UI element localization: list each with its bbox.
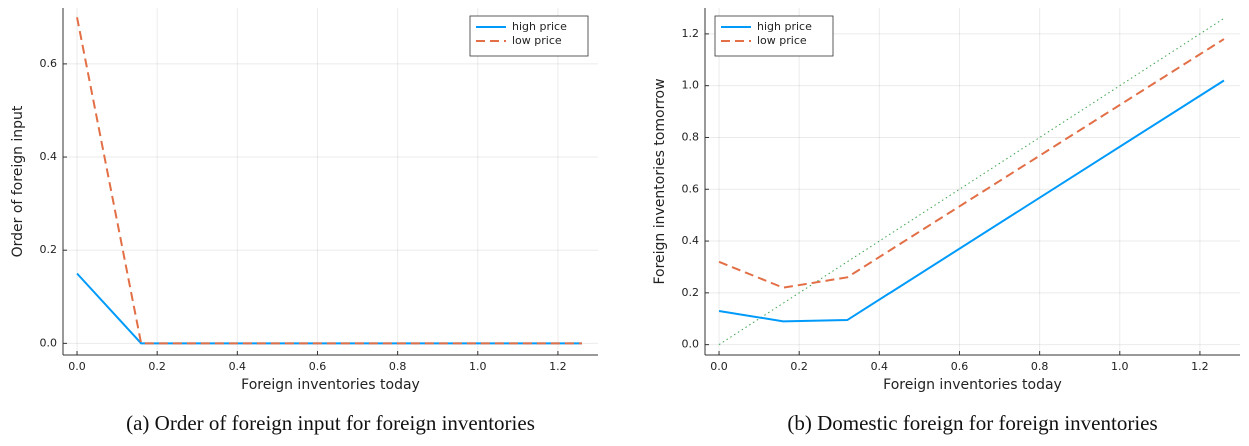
x-tick-label: 0.8	[389, 360, 407, 373]
x-tick-label: 0.4	[229, 360, 247, 373]
legend-label: low price	[757, 34, 807, 47]
y-tick-label: 1.2	[682, 27, 700, 40]
x-tick-label: 1.2	[549, 360, 567, 373]
legend-box	[469, 15, 589, 57]
x-tick-label: 0.2	[148, 360, 166, 373]
reference-line	[718, 17, 1225, 346]
y-tick-label: 0.4	[682, 234, 700, 247]
series-line	[718, 79, 1225, 323]
caption: (a) Order of foreign input for foreign i…	[126, 411, 535, 435]
legend-box	[714, 15, 834, 57]
x-tick-label: 0.6	[309, 360, 327, 373]
x-tick-label: 0.6	[951, 360, 969, 373]
series-line	[76, 272, 582, 345]
y-tick-label: 0.0	[682, 338, 700, 351]
y-tick-label: 0.8	[682, 130, 700, 143]
y-tick-label: 0.0	[40, 336, 58, 349]
series-line	[718, 38, 1225, 289]
legend-label: low price	[512, 34, 562, 47]
x-axis-label: Foreign inventories today	[883, 377, 1062, 393]
y-tick-label: 0.2	[682, 286, 700, 299]
x-tick-label: 0.8	[1031, 360, 1049, 373]
x-tick-label: 0.0	[68, 360, 86, 373]
x-tick-label: 0.2	[790, 360, 808, 373]
x-tick-label: 1.0	[469, 360, 487, 373]
x-axis-label: Foreign inventories today	[241, 377, 420, 393]
x-tick-label: 1.2	[1191, 360, 1209, 373]
y-tick-label: 1.0	[682, 79, 700, 92]
legend-label: high price	[512, 20, 567, 33]
series-line	[76, 17, 582, 345]
x-tick-label: 1.0	[1111, 360, 1129, 373]
x-tick-label: 0.4	[871, 360, 889, 373]
y-axis-label: Foreign inventories tomorrow	[652, 78, 668, 284]
y-axis-label: Order of foreign input	[10, 105, 26, 257]
caption: (b) Domestic foreign for foreign invento…	[787, 411, 1157, 435]
legend-label: high price	[757, 20, 812, 33]
y-tick-label: 0.4	[40, 150, 58, 163]
y-tick-label: 0.2	[40, 243, 58, 256]
y-tick-label: 0.6	[682, 182, 700, 195]
y-tick-label: 0.6	[40, 57, 58, 70]
x-tick-label: 0.0	[710, 360, 728, 373]
